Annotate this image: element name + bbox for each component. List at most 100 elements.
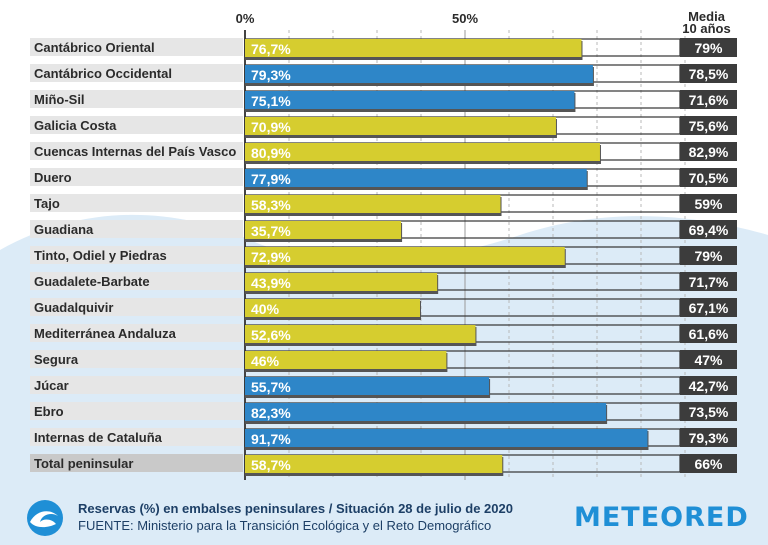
bar-row: Galicia Costa 70,9% 75,6%: [34, 116, 737, 138]
avg-box: [680, 402, 737, 421]
bar-row: Tajo 58,3% 59%: [34, 194, 737, 216]
bar-value-label: 70,9%: [251, 119, 291, 135]
chart-caption: Reservas (%) en embalses peninsulares / …: [78, 501, 513, 516]
avg-header-line: Media: [688, 9, 726, 24]
x-axis-ticks: 0% 50%: [236, 11, 479, 26]
bar: [245, 429, 648, 447]
footer-text: Reservas (%) en embalses peninsulares / …: [78, 500, 513, 534]
category-label-bg: [30, 376, 243, 394]
category-label-bg: [30, 90, 243, 108]
bar: [245, 455, 503, 473]
avg-box: [680, 350, 737, 369]
category-label: Internas de Cataluña: [34, 430, 163, 445]
category-label-bg: [30, 168, 243, 186]
bar-value-label: 46%: [251, 353, 280, 369]
avg-value-label: 75,6%: [689, 118, 729, 134]
avg-box: [680, 38, 737, 57]
bar-row: Segura 46% 47%: [34, 350, 737, 372]
bar: [245, 143, 600, 161]
bar-value-label: 75,1%: [251, 93, 291, 109]
bar-row: Cuencas Internas del País Vasco 80,9% 82,9…: [34, 142, 737, 164]
bar-row: Ebro 82,3% 73,5%: [34, 402, 737, 424]
bar: [245, 195, 501, 213]
avg-box: [680, 168, 737, 187]
category-label-backgrounds: [30, 38, 243, 472]
bar-value-label: 91,7%: [251, 431, 291, 447]
bar-row: Guadalete-Barbate 43,9% 71,7%: [34, 272, 737, 294]
bar-value-label: 72,9%: [251, 249, 291, 265]
avg-box: [680, 90, 737, 109]
bar-row: Duero 77,9% 70,5%: [34, 168, 737, 190]
avg-value-label: 59%: [694, 196, 723, 212]
bar: [245, 351, 447, 369]
x-tick-label: 50%: [452, 11, 478, 26]
avg-value-label: 42,7%: [689, 378, 729, 394]
bar: [245, 221, 402, 239]
category-label-bg: [30, 116, 243, 134]
bar-value-label: 58,7%: [251, 457, 291, 473]
avg-box: [680, 116, 737, 135]
avg-value-label: 79%: [694, 40, 723, 56]
bar-value-label: 58,3%: [251, 197, 291, 213]
brand-logo-text: METEORED: [574, 502, 749, 533]
category-label-bg: [30, 194, 243, 212]
bar-value-label: 55,7%: [251, 379, 291, 395]
category-label: Cantábrico Occidental: [34, 66, 172, 81]
bar: [245, 247, 565, 265]
category-label: Guadiana: [34, 222, 94, 237]
chart-source: FUENTE: Ministerio para la Transición Ec…: [78, 518, 492, 533]
category-label: Tinto, Odiel y Piedras: [34, 248, 167, 263]
bar-row: Total peninsular 58,7% 66%: [34, 454, 737, 476]
bar: [245, 403, 607, 421]
category-label: Mediterránea Andaluza: [34, 326, 177, 341]
wave-logo-icon: [27, 500, 63, 536]
category-label-bg: [30, 324, 243, 342]
avg-box: [680, 220, 737, 239]
avg-box: [680, 246, 737, 265]
category-label-bg: [30, 272, 243, 290]
avg-value-label: 67,1%: [689, 300, 729, 316]
bar: [245, 39, 582, 57]
avg-box: [680, 298, 737, 317]
bar-value-label: 76,7%: [251, 41, 291, 57]
avg-value-label: 82,9%: [689, 144, 729, 160]
category-label: Ebro: [34, 404, 64, 419]
bar-row: Cantábrico Occidental 79,3% 78,5%: [34, 64, 737, 86]
category-label-bg: [30, 38, 243, 56]
category-label: Tajo: [34, 196, 60, 211]
bar-row: Júcar 55,7% 42,7%: [34, 376, 737, 398]
avg-value-label: 69,4%: [689, 222, 729, 238]
category-label: Júcar: [34, 378, 69, 393]
avg-box: [680, 142, 737, 161]
bar-value-label: 52,6%: [251, 327, 291, 343]
avg-value-label: 73,5%: [689, 404, 729, 420]
avg-value-label: 47%: [694, 352, 723, 368]
bar: [245, 91, 575, 109]
bar-value-label: 82,3%: [251, 405, 291, 421]
bar-row: Internas de Cataluña 91,7% 79,3%: [34, 428, 737, 450]
category-label: Duero: [34, 170, 72, 185]
bar-value-label: 79,3%: [251, 67, 291, 83]
bar: [245, 117, 556, 135]
avg-header-line: 10 años: [682, 21, 730, 36]
bar: [245, 377, 490, 395]
avg-box: [680, 428, 737, 447]
category-label: Guadalquivir: [34, 300, 113, 315]
category-label: Cuencas Internas del País Vasco: [34, 144, 236, 159]
bar: [245, 273, 438, 291]
bar: [245, 299, 420, 317]
avg-value-label: 79,3%: [689, 430, 729, 446]
avg-value-label: 70,5%: [689, 170, 729, 186]
category-label-bg: [30, 402, 243, 420]
category-label-bg: [30, 428, 243, 446]
avg-value-label: 79%: [694, 248, 723, 264]
bar-rows: Cantábrico Oriental 76,7% 79% Cantábrico Oc…: [34, 38, 737, 476]
bar: [245, 325, 476, 343]
avg-box: [680, 324, 737, 343]
bar-value-label: 77,9%: [251, 171, 291, 187]
category-label: Guadalete-Barbate: [34, 274, 150, 289]
avg-box: [680, 194, 737, 213]
avg-box: [680, 454, 737, 473]
x-tick-label: 0%: [236, 11, 255, 26]
